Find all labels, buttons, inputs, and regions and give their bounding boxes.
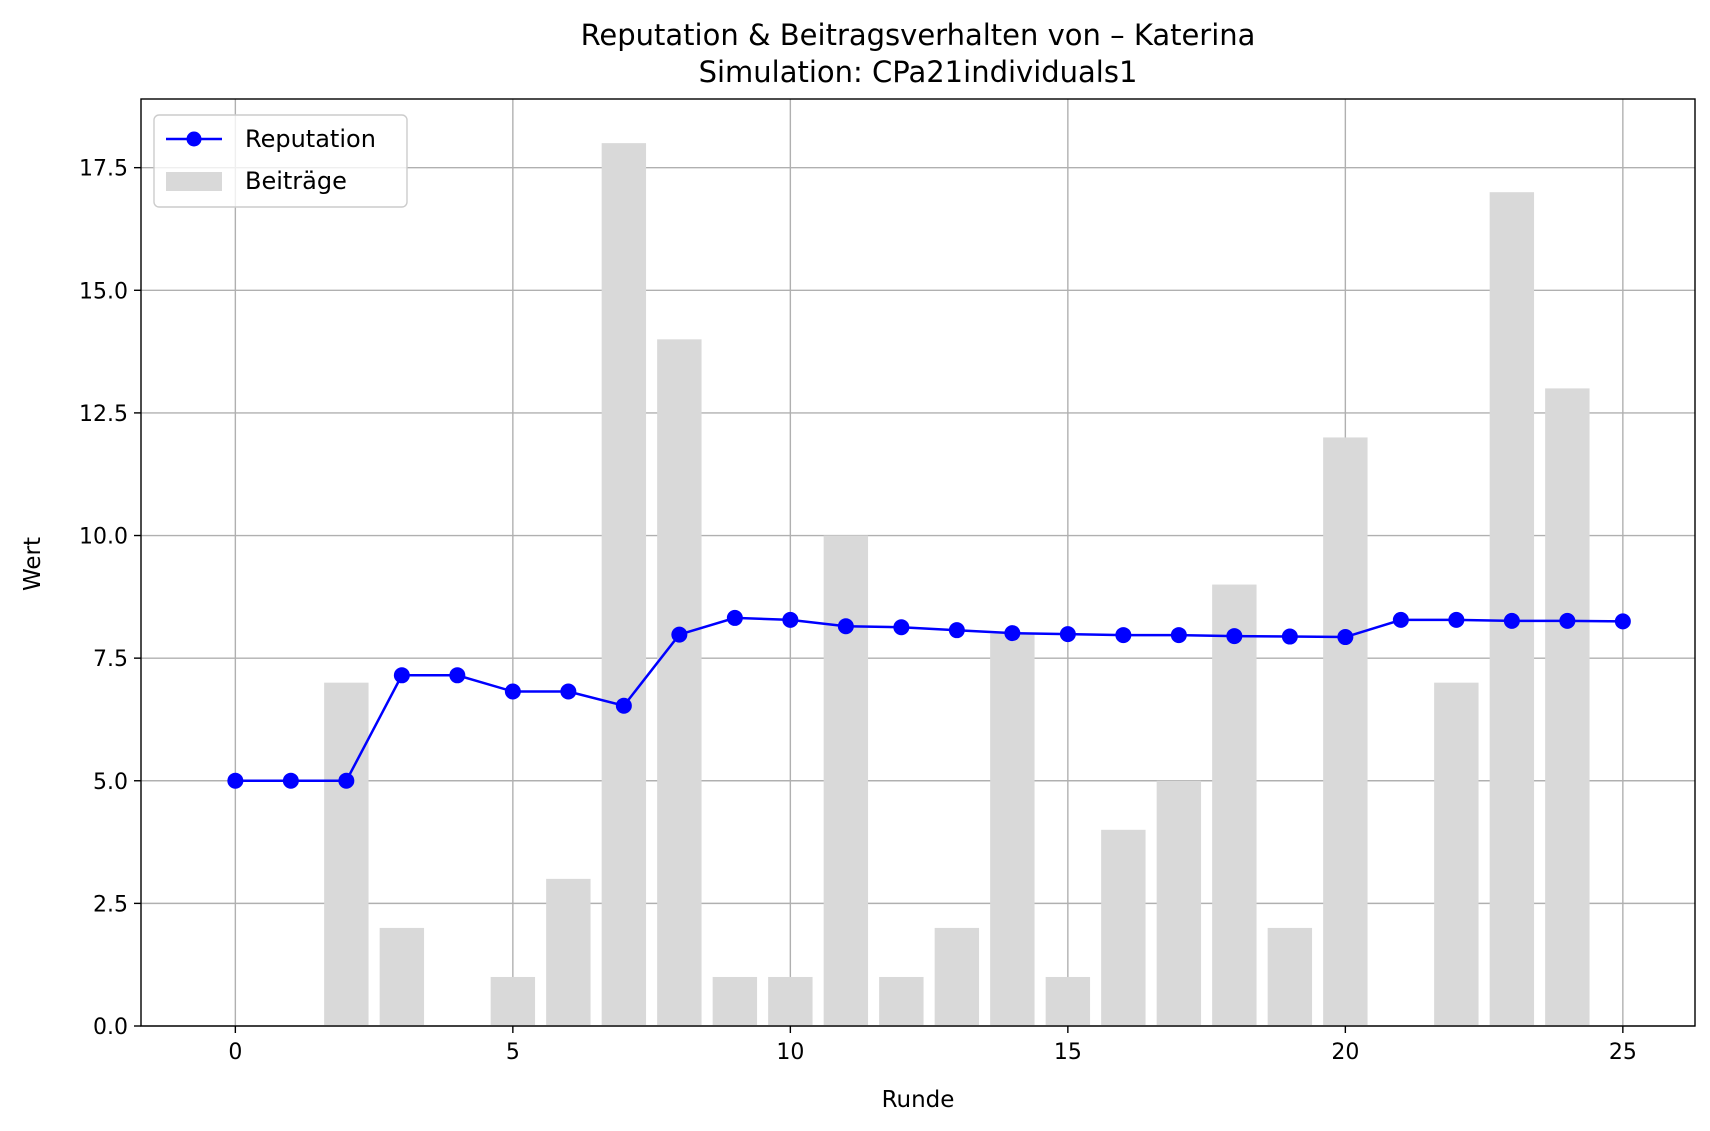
bar <box>879 976 924 1026</box>
reputation-point <box>504 683 521 700</box>
plot-frame <box>140 98 1696 1027</box>
x-tick-label: 20 <box>1331 1040 1359 1065</box>
grid <box>141 99 1695 1027</box>
reputation-point <box>615 697 632 714</box>
bar <box>1323 437 1368 1026</box>
y-tick-label: 17.5 <box>79 157 128 182</box>
reputation-point <box>782 611 799 628</box>
y-tick-label: 2.5 <box>93 892 128 917</box>
reputation-line <box>235 616 1623 783</box>
axes: 0 5 10 15 20 25 0.0 2.5 5.0 7.5 10.0 12.5 15.0 17.5 <box>79 98 1696 1065</box>
bar <box>1434 682 1479 1026</box>
reputation-point <box>671 626 688 643</box>
reputation-point <box>393 667 410 684</box>
reputation-point <box>560 683 577 700</box>
bar <box>1545 388 1590 1026</box>
line-series <box>227 609 1631 789</box>
bar <box>712 976 758 1026</box>
reputation-point <box>1503 612 1520 629</box>
reputation-point <box>1281 628 1298 645</box>
x-axis-label: Runde <box>882 1087 955 1113</box>
reputation-point <box>1337 629 1354 646</box>
y-tick-label: 7.5 <box>93 647 128 672</box>
reputation-point <box>1170 627 1187 644</box>
reputation-point <box>338 772 355 789</box>
bar <box>601 143 647 1027</box>
bar <box>324 682 369 1026</box>
bar <box>823 535 869 1026</box>
bar <box>990 633 1035 1026</box>
legend-label-beitraege: Beiträge <box>245 167 347 195</box>
bar <box>1045 976 1091 1026</box>
bar <box>546 878 591 1026</box>
bar <box>1156 780 1202 1026</box>
chart-subtitle: Simulation: CPa21individuals1 <box>699 55 1138 89</box>
legend: Reputation Beiträge <box>153 114 408 208</box>
bar <box>490 976 536 1026</box>
reputation-point <box>449 667 466 684</box>
y-tick-label: 12.5 <box>79 402 128 427</box>
reputation-point <box>282 772 299 789</box>
bar <box>1489 192 1535 1026</box>
reputation-point <box>1448 611 1465 628</box>
bar <box>1101 829 1146 1026</box>
reputation-point <box>1059 626 1076 643</box>
x-tick-label: 15 <box>1054 1040 1082 1065</box>
bar <box>1267 927 1313 1026</box>
bar <box>768 976 813 1026</box>
y-tick-label: 10.0 <box>79 525 128 550</box>
bar <box>657 339 702 1026</box>
x-tick-label: 5 <box>506 1040 520 1065</box>
reputation-point <box>1392 611 1409 628</box>
legend-label-reputation: Reputation <box>245 125 376 153</box>
reputation-point <box>948 622 965 639</box>
x-tick-label: 10 <box>776 1040 804 1065</box>
reputation-point <box>1226 628 1243 645</box>
reputation-point <box>227 772 244 789</box>
reputation-point <box>1115 627 1132 644</box>
reputation-point <box>837 618 854 635</box>
chart-title: Reputation & Beitragsverhalten von – Kat… <box>581 18 1256 52</box>
reputation-point <box>1614 613 1631 630</box>
legend-bar-swatch <box>166 172 222 191</box>
legend-marker-swatch <box>186 131 202 147</box>
bar <box>379 927 425 1026</box>
x-tick-label: 25 <box>1609 1040 1637 1065</box>
y-tick-label: 0.0 <box>93 1015 128 1040</box>
reputation-point <box>726 609 743 626</box>
reputation-point <box>1559 612 1576 629</box>
y-tick-label: 15.0 <box>79 279 128 304</box>
bars-series <box>324 143 1590 1027</box>
y-axis-label: Wert <box>20 537 46 591</box>
bar <box>934 927 980 1026</box>
y-tick-label: 5.0 <box>93 770 128 795</box>
bar <box>1212 584 1257 1026</box>
reputation-point <box>893 619 910 636</box>
x-tick-label: 0 <box>228 1040 242 1065</box>
reputation-point <box>1004 625 1021 642</box>
